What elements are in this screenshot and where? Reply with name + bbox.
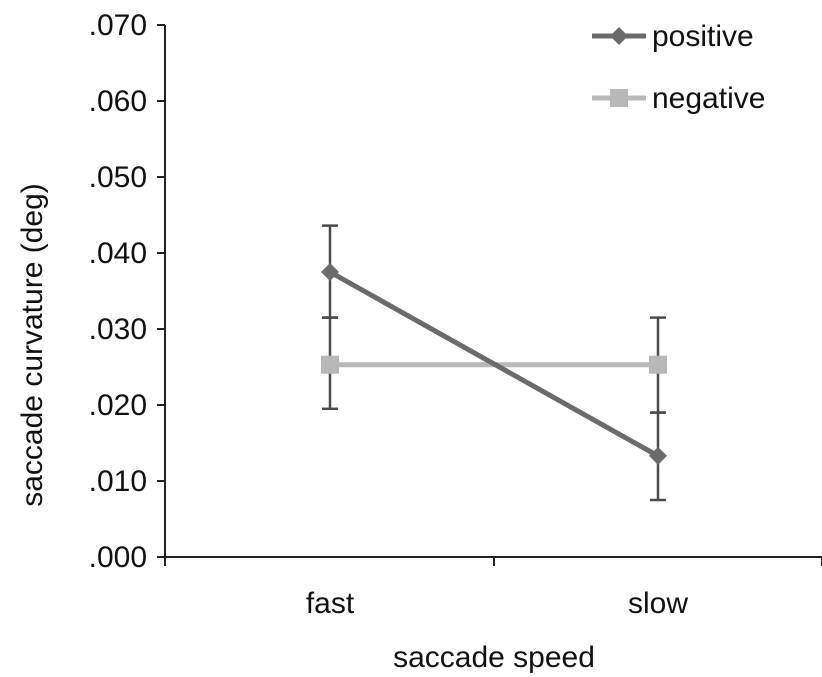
y-tick-label: .070: [89, 9, 147, 42]
y-axis: .000 .010 .020 .030 .040 .050 .060 .070: [89, 9, 166, 574]
series-layer: [321, 224, 667, 502]
legend-label: positive: [652, 20, 754, 53]
y-tick-label: .030: [89, 313, 147, 346]
x-axis-title: saccade speed: [393, 641, 595, 674]
legend-marker: [610, 27, 628, 45]
point-negative: [321, 355, 339, 374]
series-line-positive: [328, 269, 660, 459]
legend-label: negative: [652, 82, 765, 115]
point-negative: [649, 355, 667, 374]
y-tick-label: .010: [89, 465, 147, 498]
x-tick-label: slow: [628, 587, 688, 620]
y-tick-label: .020: [89, 389, 147, 422]
x-tick-label: fast: [306, 587, 355, 620]
y-tick-label: .050: [89, 161, 147, 194]
y-tick-label: .060: [89, 85, 147, 118]
legend-marker: [610, 89, 628, 107]
legend: positive negative: [592, 20, 765, 115]
y-tick-label: .040: [89, 237, 147, 270]
y-axis-title: saccade curvature (deg): [16, 183, 49, 507]
point-positive: [321, 263, 339, 281]
x-axis: fast slow: [164, 556, 822, 620]
point-positive: [649, 446, 667, 465]
y-tick-label: .000: [89, 541, 147, 574]
